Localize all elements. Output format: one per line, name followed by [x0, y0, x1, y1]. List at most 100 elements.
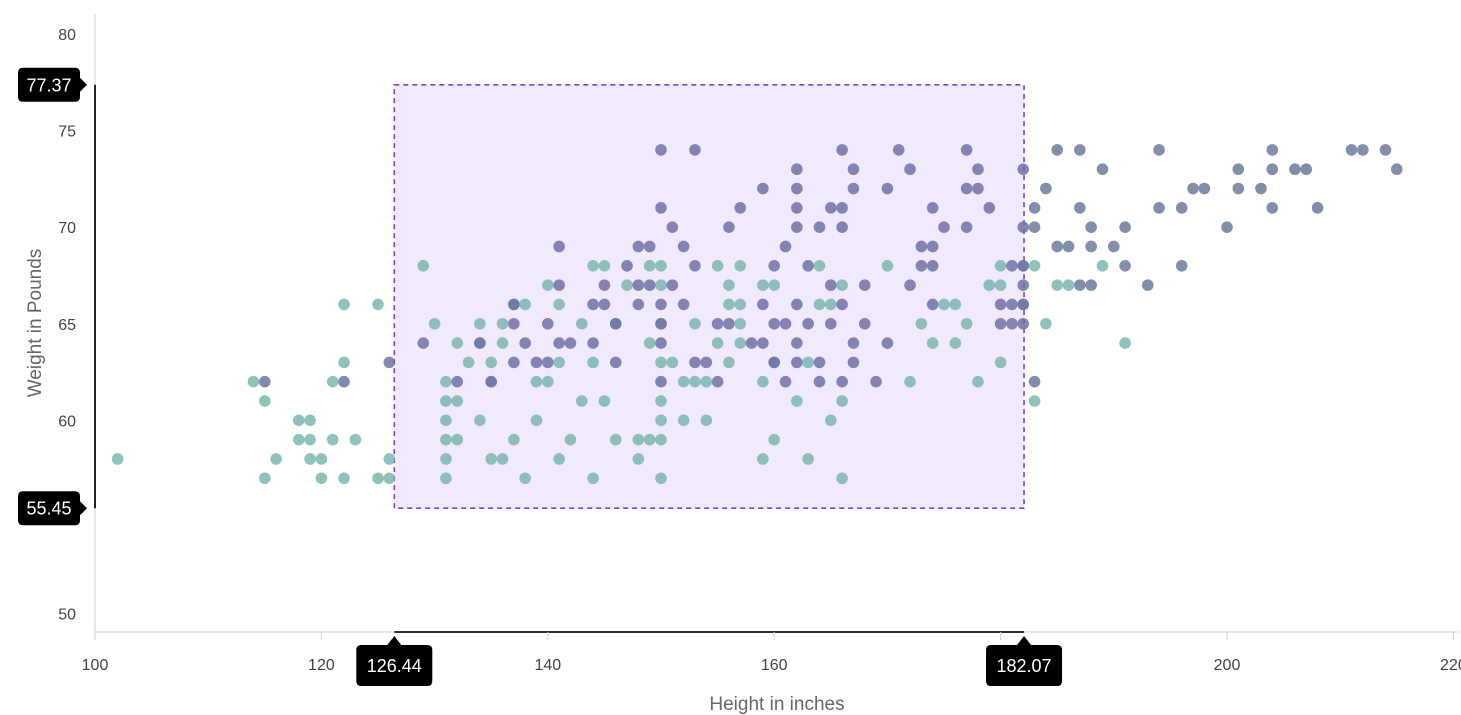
data-point: [836, 395, 848, 407]
data-point: [1051, 240, 1063, 253]
data-point: [553, 453, 565, 465]
y-tick-label: 75: [58, 124, 76, 141]
data-point: [315, 453, 328, 465]
data-point: [847, 356, 860, 369]
data-point: [292, 414, 305, 427]
data-point: [960, 144, 973, 156]
y-max-badge-label: 77.37: [26, 75, 71, 95]
data-point: [451, 433, 464, 446]
data-point: [575, 317, 588, 330]
data-point: [994, 260, 1007, 272]
y-max-badge[interactable]: 77.37: [18, 67, 87, 102]
data-point: [870, 375, 882, 388]
data-point: [519, 472, 531, 485]
data-point: [768, 356, 780, 369]
data-point: [734, 202, 747, 214]
x-max-badge-shape: [986, 636, 1063, 686]
data-point: [689, 375, 701, 388]
data-point: [655, 472, 667, 485]
data-point: [632, 453, 645, 465]
data-point: [802, 356, 814, 369]
data-point: [655, 298, 667, 311]
data-point: [757, 279, 769, 291]
data-point: [1085, 240, 1097, 253]
data-point: [1028, 395, 1041, 407]
y-min-badge[interactable]: 55.45: [18, 491, 87, 526]
data-point: [723, 317, 735, 330]
data-point: [496, 317, 509, 330]
x-min-badge[interactable]: 126.44: [356, 636, 433, 686]
data-point: [621, 279, 633, 291]
data-point: [836, 375, 848, 388]
data-point: [892, 144, 905, 156]
data-point: [791, 182, 803, 195]
data-point: [440, 414, 452, 427]
data-point: [1266, 144, 1279, 156]
data-point: [825, 202, 837, 214]
data-point: [372, 472, 384, 485]
data-point: [904, 163, 916, 176]
data-point: [768, 260, 780, 272]
x-tick-label: 120: [308, 657, 335, 674]
y-min-badge-shape: [18, 491, 87, 526]
data-point: [326, 375, 339, 388]
data-point: [508, 298, 520, 311]
data-point: [791, 356, 803, 369]
y-max-badge-shape: [18, 67, 87, 102]
data-point: [926, 298, 939, 311]
data-point: [1017, 317, 1030, 330]
data-point: [564, 337, 577, 349]
data-point: [259, 375, 271, 388]
data-point: [825, 317, 837, 330]
data-point: [609, 317, 622, 330]
data-point: [926, 260, 939, 272]
data-point: [689, 144, 701, 156]
data-point: [1345, 144, 1358, 156]
data-point: [757, 182, 769, 195]
data-point: [383, 356, 396, 369]
data-point: [485, 375, 498, 388]
data-point: [677, 375, 690, 388]
x-max-badge[interactable]: 182.07: [986, 636, 1063, 686]
data-point: [496, 337, 509, 349]
data-point: [587, 356, 599, 369]
data-point: [1153, 144, 1165, 156]
data-point: [326, 433, 339, 446]
selection-rectangle[interactable]: [393, 84, 1025, 510]
y-axis-title: Weight in Pounds: [25, 249, 46, 398]
data-point: [847, 337, 860, 349]
data-point: [1017, 298, 1030, 311]
x-max-badge-label: 182.07: [997, 656, 1052, 676]
x-tick-label: 160: [761, 657, 788, 674]
y-tick-label: 60: [58, 413, 76, 430]
data-point: [1006, 317, 1018, 330]
data-point: [440, 472, 452, 485]
data-point: [1289, 163, 1301, 176]
data-point: [836, 472, 848, 485]
data-point: [1096, 163, 1109, 176]
data-point: [655, 375, 667, 388]
data-point: [791, 298, 803, 311]
data-point: [1017, 163, 1030, 176]
data-point: [451, 337, 464, 349]
data-point: [1119, 337, 1131, 349]
data-point: [1074, 202, 1086, 214]
data-point: [451, 395, 464, 407]
data-point: [508, 356, 520, 369]
data-point: [1006, 298, 1018, 311]
data-point: [1153, 202, 1165, 214]
data-point: [881, 260, 894, 272]
data-point: [632, 279, 645, 291]
data-point: [938, 298, 950, 311]
data-point: [960, 221, 973, 233]
data-point: [587, 472, 599, 485]
data-point: [349, 433, 362, 446]
data-point: [530, 356, 543, 369]
data-point: [575, 395, 588, 407]
data-point: [813, 298, 826, 311]
data-point: [1096, 260, 1109, 272]
data-point: [904, 375, 916, 388]
data-point: [304, 433, 316, 446]
data-point: [655, 433, 667, 446]
